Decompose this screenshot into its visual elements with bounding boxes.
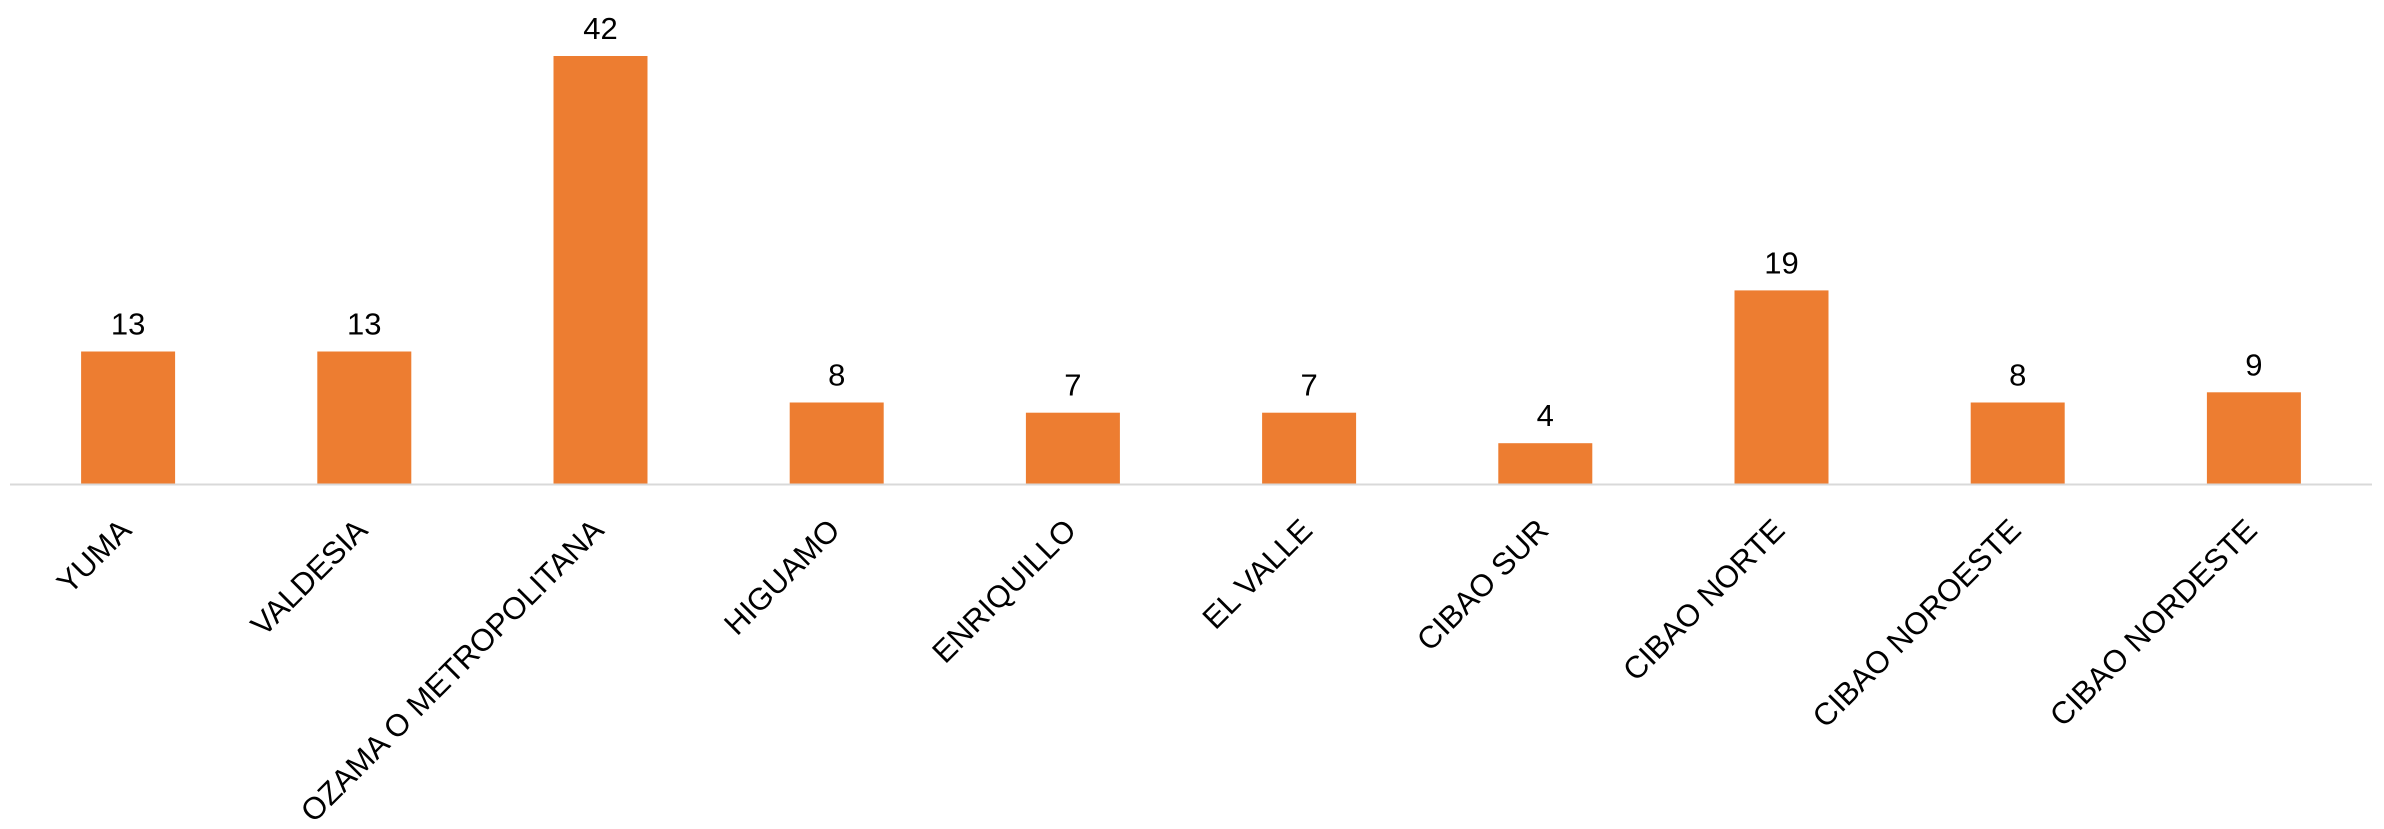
category-label-9: CIBAO NORDESTE bbox=[2043, 512, 2264, 733]
bar-7 bbox=[1734, 290, 1829, 484]
category-label-3: HIGUAMO bbox=[717, 512, 846, 641]
category-label-0: YUMA bbox=[50, 512, 138, 600]
data-label-3: 8 bbox=[828, 358, 845, 393]
bar-3 bbox=[789, 402, 884, 484]
bar-6 bbox=[1498, 443, 1593, 484]
data-label-0: 13 bbox=[111, 307, 145, 342]
data-label-2: 42 bbox=[583, 11, 617, 46]
data-label-1: 13 bbox=[347, 307, 381, 342]
category-label-1: VALDESIA bbox=[244, 512, 375, 643]
bar-8 bbox=[1970, 402, 2065, 484]
data-label-7: 19 bbox=[1764, 245, 1798, 280]
data-label-9: 9 bbox=[2245, 347, 2262, 382]
data-label-4: 7 bbox=[1064, 368, 1081, 403]
bar-4 bbox=[1025, 412, 1120, 484]
category-label-7: CIBAO NORTE bbox=[1616, 512, 1791, 687]
data-label-6: 4 bbox=[1537, 398, 1554, 433]
bar-9 bbox=[2206, 392, 2301, 484]
category-label-4: ENRIQUILLO bbox=[925, 512, 1083, 670]
bars-group bbox=[81, 56, 2301, 484]
value-labels-group: 13 13 42 8 7 7 4 19 8 9 bbox=[111, 11, 2263, 433]
bar-5 bbox=[1262, 412, 1357, 484]
category-label-6: CIBAO SUR bbox=[1410, 512, 1555, 657]
category-label-8: CIBAO NOROESTE bbox=[1806, 512, 2028, 734]
bar-0 bbox=[81, 351, 176, 484]
bar-2 bbox=[553, 56, 648, 484]
data-label-8: 8 bbox=[2009, 358, 2026, 393]
category-label-5: EL VALLE bbox=[1196, 512, 1319, 635]
data-label-5: 7 bbox=[1300, 368, 1317, 403]
bar-1 bbox=[317, 351, 412, 484]
